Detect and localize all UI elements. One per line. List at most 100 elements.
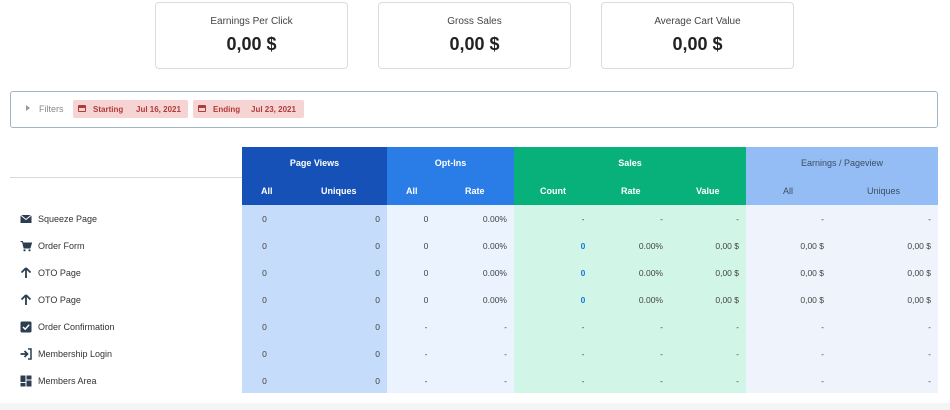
footer-strip	[0, 403, 950, 410]
sign-in-icon	[20, 347, 32, 360]
sales-rate-cell: -	[660, 214, 663, 224]
table-row: Order Confirmation 0 0 - - - - - - -	[0, 314, 950, 341]
page-views-uniques-cell: 0	[375, 349, 380, 359]
opt-ins-all-cell: 0	[423, 268, 429, 278]
opt-ins-rate-cell: -	[504, 322, 507, 332]
sales-count-cell: -	[581, 376, 585, 386]
chip-date: Jul 16, 2021	[136, 105, 181, 114]
group-title: Opt-Ins	[434, 158, 467, 168]
sales-value-cell: 0,00 $	[715, 241, 739, 251]
card-label: Gross Sales	[447, 16, 502, 27]
header-divider	[10, 177, 242, 178]
row-label: Squeeze Page	[38, 214, 98, 224]
page-views-all-cell: 0	[262, 214, 267, 224]
page-views-header: Page Views All Uniques	[242, 147, 387, 205]
sales-column-bg	[514, 205, 746, 393]
earnings-uniques-cell: 0,00 $	[907, 295, 931, 305]
row-label: Order Form	[38, 241, 85, 251]
gross-sales-card: Gross Sales 0,00 $	[378, 2, 571, 69]
opt-ins-header: Opt-Ins All Rate	[387, 147, 514, 205]
table-row: Squeeze Page 0 0 0 0.00% - - - - -	[0, 206, 950, 233]
earnings-uniques-cell: 0,00 $	[907, 268, 931, 278]
chip-date: Jul 23, 2021	[251, 105, 296, 114]
filters-panel: Filters Starting Jul 16, 2021 Ending Jul…	[10, 91, 938, 128]
sales-count-cell[interactable]: 0	[580, 295, 586, 305]
earnings-pageview-header: Earnings / Pageview All Uniques	[746, 147, 938, 205]
earnings-all-cell: -	[821, 376, 824, 386]
col-header-all: All	[406, 186, 418, 196]
opt-ins-all-cell: 0	[423, 295, 429, 305]
page-views-uniques-cell: 0	[375, 214, 380, 224]
filters-toggle[interactable]: Filters	[39, 104, 64, 114]
opt-ins-all-cell: 0	[423, 214, 429, 224]
earnings-uniques-cell: 0,00 $	[907, 241, 931, 251]
caret-right-icon[interactable]	[26, 105, 30, 111]
sales-value-cell: -	[736, 322, 739, 332]
group-title: Sales	[618, 158, 642, 168]
opt-ins-rate-cell: -	[504, 376, 507, 386]
chip-key: Ending	[213, 105, 241, 114]
sales-value-cell: -	[736, 214, 739, 224]
sales-rate-cell: 0.00%	[638, 295, 663, 305]
card-value: 0,00 $	[672, 34, 723, 54]
page-views-uniques-cell: 0	[375, 268, 380, 278]
earnings-all-cell: 0,00 $	[800, 241, 824, 251]
sales-value-cell: 0,00 $	[715, 268, 739, 278]
arrow-up-icon	[20, 293, 32, 305]
sales-rate-cell: -	[660, 376, 663, 386]
opt-ins-all-cell: -	[424, 322, 428, 332]
opt-ins-all-cell: -	[424, 376, 428, 386]
sales-count-cell: -	[581, 349, 585, 359]
col-header-all: All	[783, 186, 794, 196]
starting-date-filter[interactable]: Starting Jul 16, 2021	[73, 100, 188, 118]
dashboard-icon	[20, 374, 32, 387]
sales-count-cell: -	[581, 214, 585, 224]
check-square-icon	[20, 320, 32, 333]
card-value: 0,00 $	[449, 34, 500, 54]
row-label: Members Area	[38, 376, 97, 386]
col-header-rate: Rate	[465, 186, 485, 196]
earnings-all-cell: -	[821, 214, 824, 224]
card-label: Average Cart Value	[654, 16, 741, 27]
table-row: Members Area 0 0 - - - - - - -	[0, 368, 950, 395]
col-header-rate: Rate	[621, 186, 641, 196]
page-views-all-cell: 0	[262, 349, 267, 359]
sales-rate-cell: -	[660, 349, 663, 359]
row-label: OTO Page	[38, 295, 81, 305]
sales-count-cell[interactable]: 0	[580, 268, 586, 278]
page-views-uniques-cell: 0	[375, 376, 380, 386]
table-row: OTO Page 0 0 0 0.00% 0 0.00% 0,00 $ 0,00 $ 0,00 $	[0, 260, 950, 287]
col-header-uniques: Uniques	[321, 186, 357, 196]
sales-count-cell[interactable]: 0	[580, 241, 586, 251]
card-label: Earnings Per Click	[210, 16, 293, 27]
ending-date-filter[interactable]: Ending Jul 23, 2021	[193, 100, 304, 118]
table-row: Membership Login 0 0 - - - - - - -	[0, 341, 950, 368]
opt-ins-rate-cell: -	[504, 349, 507, 359]
page-views-uniques-cell: 0	[375, 322, 380, 332]
opt-ins-rate-cell: 0.00%	[482, 214, 507, 224]
sales-value-cell: -	[736, 376, 739, 386]
sales-header: Sales Count Rate Value	[514, 147, 746, 205]
sales-value-cell: 0,00 $	[715, 295, 739, 305]
opt-ins-all-cell: 0	[423, 241, 429, 251]
table-row: OTO Page 0 0 0 0.00% 0 0.00% 0,00 $ 0,00 $ 0,00 $	[0, 287, 950, 314]
col-header-all: All	[261, 186, 273, 196]
earnings-all-cell: -	[821, 349, 824, 359]
page-views-all-cell: 0	[262, 268, 267, 278]
earnings-column-bg	[746, 205, 938, 393]
earnings-per-click-card: Earnings Per Click 0,00 $	[155, 2, 348, 69]
page-views-uniques-cell: 0	[375, 241, 380, 251]
opt-ins-rate-cell: 0.00%	[482, 241, 507, 251]
col-header-value: Value	[696, 186, 720, 196]
opt-ins-rate-cell: 0.00%	[482, 295, 507, 305]
average-cart-value-card: Average Cart Value 0,00 $	[601, 2, 794, 69]
sales-rate-cell: 0.00%	[638, 241, 663, 251]
calendar-icon	[198, 105, 206, 112]
group-title: Earnings / Pageview	[800, 158, 884, 168]
chip-key: Starting	[93, 105, 124, 114]
group-title: Page Views	[289, 158, 340, 168]
earnings-uniques-cell: -	[928, 349, 931, 359]
arrow-up-icon	[20, 266, 32, 278]
opt-ins-rate-cell: 0.00%	[482, 268, 507, 278]
cart-icon	[20, 239, 33, 252]
